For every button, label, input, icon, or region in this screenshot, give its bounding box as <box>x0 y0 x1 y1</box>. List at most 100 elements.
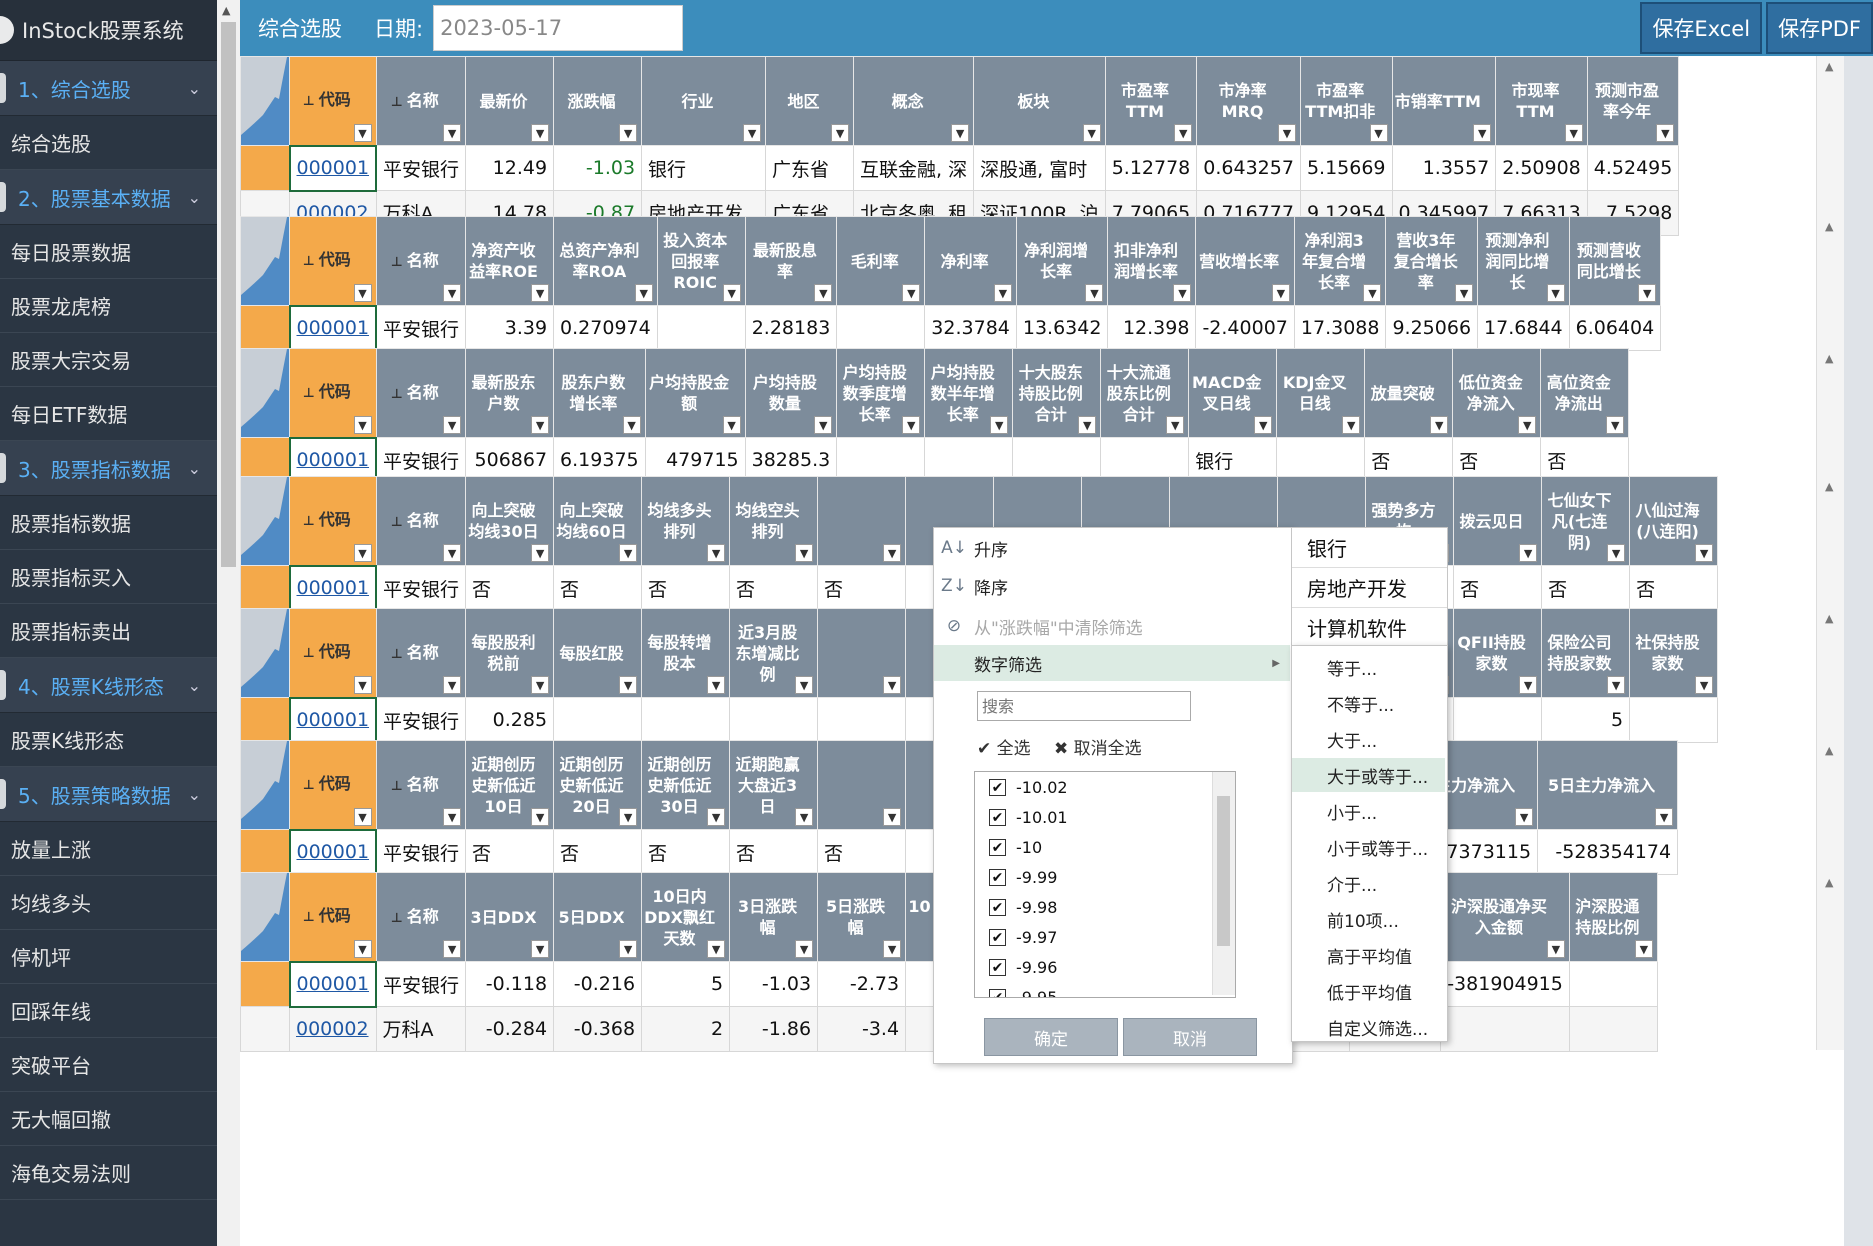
column-header[interactable]: 预测营收同比增长 ▼ <box>1568 216 1662 306</box>
column-header[interactable]: 七仙女下凡(七连阴) ▼ <box>1541 476 1631 566</box>
pin-icon[interactable]: ⊥ <box>390 778 403 794</box>
scroll-up-icon[interactable]: ▲ <box>1825 352 1834 365</box>
clear-filter-item[interactable]: ⊘ 从"涨跌幅"中清除筛选 <box>934 608 1290 644</box>
filter-dropdown-icon[interactable]: ▼ <box>993 284 1012 302</box>
column-header[interactable]: 行业 ▼ <box>641 56 767 146</box>
row-selector[interactable] <box>240 697 290 743</box>
filter-dropdown-icon[interactable]: ▼ <box>619 676 638 694</box>
sidebar-item[interactable]: 海龟交易法则 <box>0 1146 217 1200</box>
sidebar-item[interactable]: 股票指标数据 <box>0 496 217 550</box>
scroll-up-icon[interactable]: ▲ <box>222 4 231 17</box>
filter-dropdown-icon[interactable]: ▼ <box>795 940 814 958</box>
save-excel-button[interactable]: 保存Excel <box>1640 2 1763 54</box>
column-header[interactable]: 营收增长率 ▼ <box>1195 216 1295 306</box>
filter-dropdown-icon[interactable]: ▼ <box>531 416 550 434</box>
filter-dropdown-icon[interactable]: ▼ <box>883 676 902 694</box>
filter-dropdown-icon[interactable]: ▼ <box>1082 124 1101 142</box>
sidebar-item[interactable]: 每日股票数据 <box>0 225 217 279</box>
filter-dropdown-icon[interactable]: ▼ <box>443 416 462 434</box>
grid-scrollbar[interactable]: ▲ <box>1816 348 1844 481</box>
filter-dropdown-icon[interactable]: ▼ <box>1430 416 1449 434</box>
filter-dropdown-icon[interactable]: ▼ <box>443 124 462 142</box>
column-header[interactable]: 户均持股数半年增长率 ▼ <box>924 348 1014 438</box>
pin-icon[interactable]: ⊥ <box>390 254 403 270</box>
filter-dropdown-icon[interactable]: ▼ <box>707 940 726 958</box>
filter-cancel-button[interactable]: 取消 <box>1123 1018 1257 1056</box>
column-header[interactable]: 最新股息率 ▼ <box>744 216 838 306</box>
filter-dropdown-icon[interactable]: ▼ <box>443 676 462 694</box>
column-header[interactable]: 高位资金净流出 ▼ <box>1540 348 1630 438</box>
grid-scrollbar[interactable]: ▲ <box>1816 872 1844 1050</box>
industry-option[interactable]: 银行 <box>1292 528 1447 568</box>
column-header[interactable]: 总资产净利率ROA ▼ <box>553 216 658 306</box>
column-header[interactable]: 概念 ▼ <box>853 56 975 146</box>
number-filter-option[interactable]: 大于或等于... <box>1292 758 1445 792</box>
filter-dropdown-icon[interactable]: ▼ <box>1638 284 1657 302</box>
filter-dropdown-icon[interactable]: ▼ <box>531 544 550 562</box>
column-header[interactable]: ⊥ 代码 ▼ <box>289 348 377 438</box>
column-header[interactable]: 近期创历史新低近30日 ▼ <box>641 740 731 830</box>
column-header[interactable]: 5日DDX ▼ <box>553 872 643 962</box>
pin-icon[interactable]: ⊥ <box>390 514 403 530</box>
industry-option[interactable]: 房地产开发 <box>1292 568 1447 608</box>
column-header[interactable]: 市净率MRQ ▼ <box>1196 56 1301 146</box>
filter-dropdown-icon[interactable]: ▼ <box>1634 940 1653 958</box>
filter-dropdown-icon[interactable]: ▼ <box>831 124 850 142</box>
stock-code-link[interactable]: 000001 <box>288 696 378 744</box>
number-filter-option[interactable]: 低于平均值 <box>1327 983 1412 1004</box>
filter-dropdown-icon[interactable]: ▼ <box>531 284 550 302</box>
sidebar-scrollbar[interactable]: ▲ <box>217 0 240 1246</box>
pin-icon[interactable]: ⊥ <box>390 910 403 926</box>
grid-scrollbar[interactable]: ▲ <box>1816 56 1844 234</box>
scroll-up-icon[interactable]: ▲ <box>1825 60 1834 73</box>
column-header[interactable]: 均线多头排列 ▼ <box>641 476 731 566</box>
sidebar-item[interactable]: 股票指标卖出 <box>0 604 217 658</box>
checkbox-checked-icon[interactable]: ✔ <box>989 928 1006 946</box>
filter-dropdown-icon[interactable]: ▼ <box>1363 284 1382 302</box>
filter-dropdown-icon[interactable]: ▼ <box>353 543 372 562</box>
filter-dropdown-icon[interactable]: ▼ <box>707 544 726 562</box>
column-header[interactable]: 3日DDX ▼ <box>465 872 555 962</box>
stock-code-link[interactable]: 000001 <box>288 828 378 876</box>
save-pdf-button[interactable]: 保存PDF <box>1766 2 1873 54</box>
row-selector[interactable] <box>240 305 290 351</box>
column-header[interactable]: 保险公司持股家数 ▼ <box>1541 608 1631 698</box>
column-header[interactable]: 社保持股家数 ▼ <box>1629 608 1719 698</box>
stock-code-link[interactable]: 000001 <box>288 436 378 484</box>
column-header[interactable]: 均线空头排列 ▼ <box>729 476 819 566</box>
sidebar-item[interactable]: 每日ETF数据 <box>0 387 217 441</box>
column-header[interactable]: 10日内DDX飘红天数 ▼ <box>641 872 731 962</box>
column-header[interactable]: 近期跑赢大盘近3日 ▼ <box>729 740 819 830</box>
filter-dropdown-icon[interactable]: ▼ <box>1564 124 1583 142</box>
column-header[interactable]: 预测市盈率今年 ▼ <box>1586 56 1680 146</box>
row-selector[interactable] <box>240 1006 290 1052</box>
sort-ascending-item[interactable]: A↓ 升序 <box>934 530 1290 566</box>
scroll-up-icon[interactable]: ▲ <box>1825 220 1834 233</box>
number-filter-option[interactable]: 高于平均值 <box>1327 947 1412 968</box>
filter-dropdown-icon[interactable]: ▼ <box>1515 808 1534 826</box>
filter-dropdown-icon[interactable]: ▼ <box>795 676 814 694</box>
checkbox-checked-icon[interactable]: ✔ <box>989 838 1006 856</box>
filter-value-item[interactable]: ✔ -9.97 <box>975 922 1235 952</box>
filter-dropdown-icon[interactable]: ▼ <box>1519 676 1538 694</box>
filter-ok-button[interactable]: 确定 <box>984 1018 1118 1056</box>
scroll-up-icon[interactable]: ▲ <box>1825 612 1834 625</box>
industry-option[interactable]: 计算机软件 <box>1292 608 1447 648</box>
sidebar-section-1[interactable]: 1、综合选股 ⌄ <box>0 61 217 116</box>
pin-icon[interactable]: ⊥ <box>302 254 315 270</box>
pin-icon[interactable]: ⊥ <box>302 94 315 110</box>
filter-dropdown-icon[interactable]: ▼ <box>619 124 638 142</box>
pin-icon[interactable]: ⊥ <box>390 386 403 402</box>
table-row[interactable]: 000001 平安银行 12.49 -1.03 银行 广东省 互联金融, 深深股通, 富时 5… <box>240 144 1680 192</box>
filter-dropdown-icon[interactable]: ▼ <box>622 416 641 434</box>
sidebar-item[interactable]: 突破平台 <box>0 1038 217 1092</box>
sidebar-item[interactable]: 股票大宗交易 <box>0 333 217 387</box>
pin-icon[interactable]: ⊥ <box>302 778 315 794</box>
number-filter-option[interactable]: 等于... <box>1327 659 1378 680</box>
column-header[interactable]: 板块 ▼ <box>973 56 1106 146</box>
filter-dropdown-icon[interactable]: ▼ <box>1342 416 1361 434</box>
filter-dropdown-icon[interactable]: ▼ <box>619 544 638 562</box>
stock-code-link[interactable]: 000001 <box>288 960 378 1008</box>
filter-search-input[interactable] <box>977 691 1191 721</box>
column-header[interactable]: 5日主力净流入 ▼ <box>1537 740 1679 830</box>
